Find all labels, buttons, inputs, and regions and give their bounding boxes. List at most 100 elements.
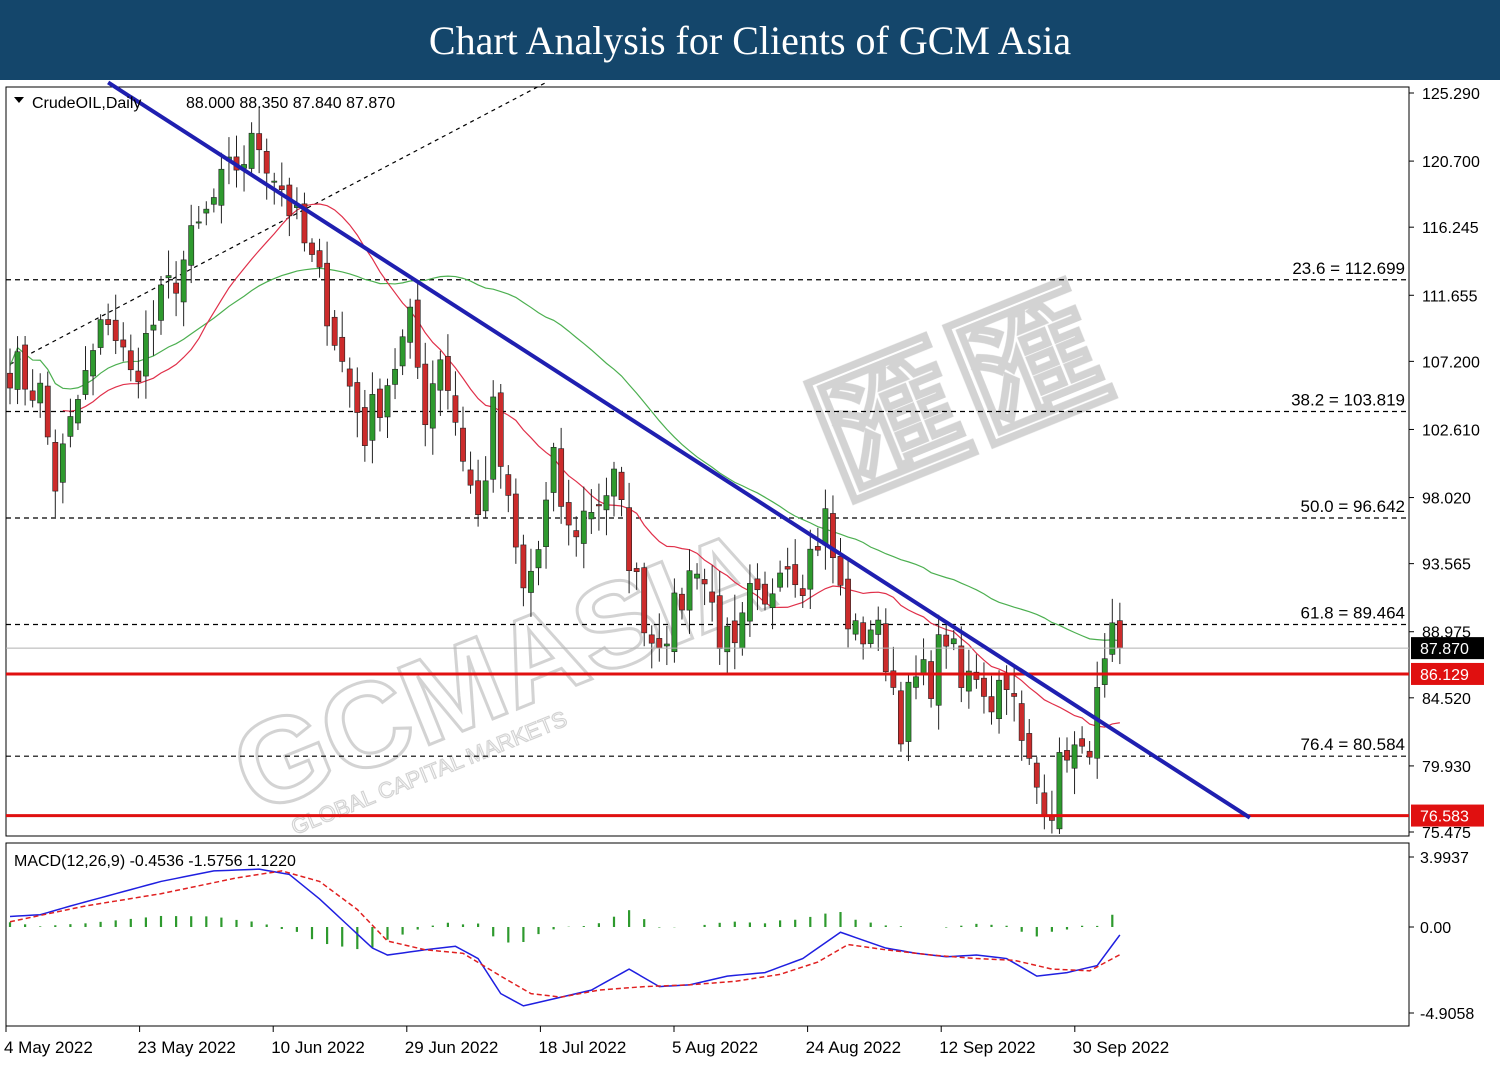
candle-body [543, 499, 549, 547]
sr-price-label: 76.583 [1420, 809, 1469, 826]
candle-body [595, 504, 602, 507]
candle-body [641, 567, 648, 634]
candle-body [528, 570, 534, 593]
candle-body [59, 443, 66, 483]
candle-body [437, 359, 444, 391]
price-header: CrudeOIL,Daily 88.000 88.350 87.840 87.8… [14, 95, 395, 112]
candle-body [263, 151, 270, 174]
candle-body [754, 578, 761, 591]
sr-price-box [1411, 804, 1484, 827]
candle-body [603, 495, 610, 511]
candle-body [346, 368, 353, 387]
candle-body [701, 579, 708, 585]
date-tick-label: 5 Aug 2022 [672, 1038, 758, 1057]
candle-body [475, 480, 481, 515]
candle-body [173, 282, 179, 294]
macd-tick-label: 0.00 [1420, 920, 1451, 937]
candle-body [822, 508, 829, 546]
candle-body [1026, 733, 1033, 759]
candle-body [271, 180, 278, 183]
candle-body [44, 385, 51, 438]
candle-body [958, 645, 965, 688]
candle-body [799, 588, 806, 596]
dropdown-triangle-icon[interactable] [14, 97, 24, 103]
price-axis: 125.290 120.700 116.245 111.655 107.200 102.6… [1409, 86, 1480, 842]
date-tick-label: 23 May 2022 [138, 1038, 236, 1057]
price-tick-label: 107.200 [1422, 354, 1480, 371]
candle-body [867, 629, 874, 644]
date-tick-label: 10 Jun 2022 [271, 1038, 365, 1057]
candle-body [950, 638, 957, 645]
candle-body [830, 513, 836, 558]
candle-body [890, 670, 897, 688]
candle-body [354, 382, 361, 413]
candle-body [633, 568, 640, 573]
candle-body [686, 570, 693, 611]
candle-body [256, 133, 263, 151]
macd-panel[interactable] [5, 842, 1410, 1027]
fib-level-label: 76.4 = 80.584 [1301, 735, 1405, 754]
ma-slow-line [9, 267, 1120, 642]
candle-body [860, 622, 867, 645]
price-tags: 87.870 86.129 76.583 [1411, 637, 1484, 827]
candle-body [897, 690, 904, 745]
candle-body [588, 512, 595, 520]
candle-body [339, 336, 346, 362]
candle-body [120, 339, 127, 348]
candle-body [814, 546, 821, 551]
candle-body [67, 416, 74, 437]
candle-body [105, 319, 112, 325]
ohlc-label: 88.000 88.350 87.840 87.870 [186, 95, 395, 112]
candle-body [807, 548, 814, 590]
candle-body [7, 372, 13, 389]
candle-body [558, 448, 565, 507]
macd-signal-line [9, 870, 1121, 998]
candle-body [837, 556, 844, 586]
fibonacci-levels: 23.6 = 112.699 38.2 = 103.819 50.0 = 96.64… [6, 259, 1409, 757]
candle-body [943, 634, 950, 647]
candle-body [452, 395, 459, 423]
candle-body [762, 583, 768, 605]
chart-area[interactable]: GCMASIA GLOBAL CAPITAL MARKETS 匯匯 23.6 =… [0, 80, 1500, 1071]
candle-body [709, 591, 716, 603]
candle-body [112, 319, 119, 341]
price-tick-label: 125.290 [1422, 86, 1480, 103]
candle-body [82, 370, 89, 395]
date-tick-label: 4 May 2022 [4, 1038, 93, 1057]
candle-body [1033, 762, 1040, 788]
date-tick-label: 24 Aug 2022 [806, 1038, 901, 1057]
candle-body [920, 659, 927, 675]
candle-body [1116, 620, 1123, 649]
candle-body [1018, 703, 1025, 741]
candle-body [22, 344, 28, 390]
candle-body [973, 671, 980, 680]
candle-body [331, 316, 338, 346]
fib-level-label: 61.8 = 89.464 [1301, 603, 1405, 622]
price-tick-label: 98.020 [1422, 491, 1471, 508]
fib-level-label: 38.2 = 103.819 [1291, 391, 1405, 410]
candle-body [845, 578, 851, 630]
candle-body [671, 592, 678, 653]
candle-body [361, 407, 368, 446]
candle-body [52, 442, 59, 492]
last-price-box [1411, 637, 1484, 660]
price-tick-label: 120.700 [1422, 154, 1480, 171]
candle-body [512, 493, 519, 548]
price-tick-label: 75.475 [1422, 825, 1471, 842]
candle-body [905, 681, 912, 742]
candle-body [784, 566, 791, 570]
candle-body [565, 502, 572, 526]
candle-body [1086, 750, 1093, 758]
candle-body [928, 661, 934, 699]
candle-body [724, 625, 731, 653]
candle-body [648, 634, 655, 644]
candle-body [195, 221, 202, 224]
candle-body [180, 259, 187, 303]
price-panel[interactable] [5, 86, 1410, 837]
candle-body [135, 370, 142, 383]
candle-body [316, 250, 323, 268]
main-trendline[interactable] [107, 80, 1251, 820]
dashed-trendline[interactable] [9, 81, 547, 365]
candle-body [248, 132, 255, 169]
candle-body [535, 549, 542, 569]
